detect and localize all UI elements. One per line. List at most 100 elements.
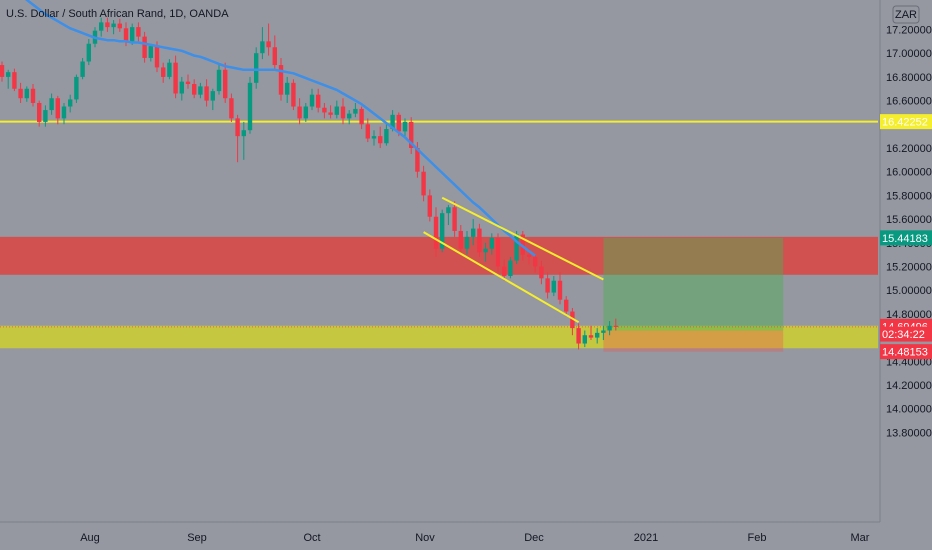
price-tag-label: 02:34:22 — [882, 329, 925, 341]
candle-body — [285, 82, 290, 95]
candle-body — [316, 94, 321, 108]
candle-body — [415, 148, 420, 172]
price-tag-label: 14.48153 — [882, 347, 928, 359]
price-tag: 14.48153 — [880, 344, 932, 360]
candle-body — [371, 136, 377, 139]
zones-layer — [0, 236, 878, 349]
candle-body — [421, 171, 426, 196]
candle-body — [30, 88, 36, 103]
candle-body — [440, 213, 445, 249]
candle-body — [18, 88, 23, 99]
horizontal-lines-layer — [0, 120, 878, 328]
x-tick-label: Dec — [524, 532, 544, 544]
candle-body — [43, 110, 48, 122]
price-tag-label: 15.44183 — [882, 233, 928, 245]
candle-body — [508, 260, 513, 276]
candle-body — [328, 112, 333, 115]
candle-body — [607, 325, 612, 331]
x-tick-label: Oct — [303, 532, 320, 544]
candle-body — [458, 230, 463, 249]
candle-body — [0, 65, 5, 77]
candle-body — [80, 61, 85, 77]
candle-body — [161, 67, 166, 77]
candle-body — [136, 27, 141, 37]
x-tick-label: Aug — [80, 532, 100, 544]
candle-body — [576, 328, 581, 344]
price-tag-bg — [880, 326, 932, 342]
candle-body — [173, 62, 178, 94]
moving-average-line — [25, 0, 536, 257]
y-tick-label: 15.60000 — [886, 214, 932, 226]
candle-body — [570, 311, 575, 329]
candle-body — [402, 121, 408, 132]
candle-body — [216, 69, 222, 92]
candle-body — [278, 65, 284, 95]
candle-body — [192, 84, 197, 95]
y-tick-label: 14.40000 — [886, 356, 932, 368]
candle-body — [235, 118, 240, 137]
candle-body — [74, 76, 79, 100]
candle-body — [409, 121, 414, 148]
y-tick-label: 14.20000 — [886, 380, 932, 392]
position-profit-zone[interactable] — [603, 237, 784, 331]
candle-body — [471, 228, 476, 237]
candle-body — [117, 23, 122, 29]
candle-body — [142, 36, 147, 58]
candle-body — [86, 43, 91, 62]
candle-body — [601, 330, 606, 333]
channel-upper-line — [441, 196, 604, 281]
candle-body — [24, 88, 29, 99]
y-tick-label: 14.00000 — [886, 404, 932, 416]
candle-body — [179, 81, 184, 94]
candle-body — [204, 86, 209, 101]
x-tick-label: Sep — [187, 532, 207, 544]
candle-body — [452, 207, 457, 231]
candle-body — [353, 108, 358, 114]
candle-body — [588, 335, 594, 338]
candle-body — [148, 46, 153, 58]
candle-body — [433, 216, 439, 249]
price-tag-bg — [880, 230, 932, 246]
chart-title: U.S. Dollar / South African Rand, 1D, OA… — [6, 8, 229, 20]
candle-body — [266, 41, 271, 48]
moving-average-layer — [25, 0, 536, 257]
zone-0 — [0, 236, 878, 275]
candle-body — [185, 81, 191, 85]
candle-body — [322, 107, 327, 113]
candle-body — [291, 82, 296, 107]
position-loss-zone[interactable] — [603, 330, 784, 352]
y-tick-label: 15.00000 — [886, 285, 932, 297]
candle-body — [49, 98, 54, 111]
candle-body — [533, 257, 538, 267]
candle-body — [347, 113, 352, 119]
candle-body — [68, 99, 73, 107]
candle-body — [303, 106, 308, 119]
candle-body — [520, 234, 525, 255]
candle-body — [551, 280, 556, 293]
candle-body — [396, 114, 401, 132]
price-tag-bg — [880, 344, 932, 360]
candle-body — [464, 236, 470, 249]
candle-body — [55, 98, 60, 119]
candle-body — [309, 94, 315, 107]
candle-body — [495, 238, 501, 267]
zone-1 — [0, 325, 878, 349]
currency-badge[interactable]: ZAR — [892, 5, 920, 24]
candle-body — [564, 299, 569, 312]
y-tick-label: 15.20000 — [886, 262, 932, 274]
candle-body — [123, 28, 129, 42]
candle-body — [241, 130, 246, 137]
candle-body — [390, 114, 395, 130]
candle-body — [272, 47, 277, 66]
candle-body — [198, 86, 203, 95]
y-tick-label: 17.20000 — [886, 25, 932, 37]
candle-body — [502, 266, 507, 276]
y-tick-label: 14.80000 — [886, 309, 932, 321]
candle-body — [334, 106, 339, 115]
currency-badge-label: ZAR — [895, 9, 917, 21]
y-tick-label: 15.80000 — [886, 190, 932, 202]
candle-body — [477, 228, 482, 253]
position-layer[interactable] — [603, 237, 784, 352]
